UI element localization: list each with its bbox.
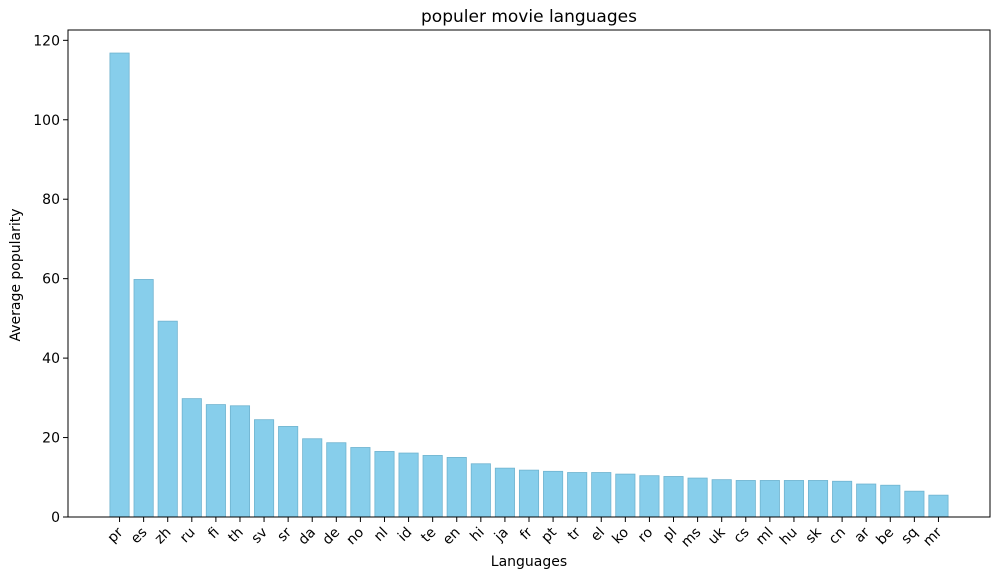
- x-tick-label: de: [319, 525, 343, 549]
- x-tick-label: tr: [565, 524, 584, 543]
- y-tick-label: 120: [33, 33, 60, 49]
- x-tick-label: th: [225, 525, 246, 546]
- x-tick-label: pt: [538, 524, 560, 546]
- bar: [398, 452, 419, 518]
- x-tick-label: es: [128, 525, 151, 548]
- x-tick-label: el: [588, 525, 608, 545]
- bar: [639, 475, 660, 518]
- x-tick-label: ml: [753, 525, 777, 549]
- x-tick-label: be: [873, 525, 897, 549]
- x-tick-label: en: [440, 525, 464, 549]
- x-tick-label: sr: [274, 524, 295, 545]
- x-tick-label: ro: [635, 525, 656, 546]
- bar: [422, 455, 443, 518]
- bar: [254, 419, 275, 518]
- bar: [157, 320, 178, 518]
- bar: [663, 476, 684, 518]
- bar: [470, 463, 491, 518]
- y-tick-label: 100: [33, 113, 60, 129]
- bar: [181, 398, 202, 518]
- chart-title: populer movie languages: [421, 7, 637, 27]
- bar: [109, 52, 130, 518]
- y-axis-label: Average popularity: [8, 208, 24, 341]
- x-tick-label: ko: [609, 525, 632, 548]
- bar: [229, 405, 251, 518]
- bar: [518, 469, 540, 518]
- bar: [807, 480, 829, 518]
- bar: [904, 490, 925, 518]
- x-tick-label: te: [418, 525, 439, 546]
- x-tick-label: da: [295, 525, 319, 549]
- bar: [374, 451, 395, 518]
- y-tick-label: 80: [42, 192, 60, 208]
- axes-frame: [67, 29, 991, 518]
- x-tick-label: pr: [105, 524, 127, 546]
- bar: [567, 472, 588, 518]
- x-tick-label: pl: [660, 525, 680, 545]
- bar: [928, 494, 949, 518]
- x-tick-label: uk: [705, 524, 729, 548]
- bar: [735, 480, 756, 518]
- y-tick-label: 20: [42, 431, 60, 447]
- x-tick-label: ar: [852, 524, 874, 546]
- x-tick-label: mr: [920, 524, 945, 549]
- bar: [494, 467, 515, 518]
- y-tick-label: 60: [42, 272, 60, 288]
- x-tick-label: hu: [777, 525, 801, 549]
- bar: [446, 457, 467, 518]
- bar: [687, 477, 708, 518]
- x-tick-label: sv: [249, 525, 271, 547]
- x-tick-label: ms: [678, 525, 704, 551]
- x-tick-label: nl: [371, 525, 391, 545]
- bar: [711, 479, 732, 518]
- bar: [543, 470, 564, 518]
- bar: [326, 442, 347, 518]
- bar: [615, 473, 636, 518]
- x-tick-label: cn: [826, 525, 849, 548]
- x-tick-label: fr: [517, 524, 536, 543]
- bar: [350, 447, 371, 518]
- x-tick-label: zh: [152, 525, 175, 548]
- x-tick-label: id: [395, 525, 415, 545]
- x-tick-label: no: [344, 525, 368, 549]
- bar: [856, 483, 877, 518]
- y-tick-label: 40: [42, 351, 60, 367]
- bar: [759, 480, 780, 518]
- bar: [783, 480, 804, 518]
- bar: [278, 426, 299, 518]
- x-tick-label: sk: [803, 524, 826, 547]
- bar: [591, 472, 612, 518]
- bar: [880, 484, 901, 518]
- x-tick-label: ja: [491, 525, 512, 546]
- bar: [832, 480, 853, 518]
- x-tick-label: hi: [467, 525, 487, 545]
- bar: [302, 438, 323, 518]
- x-axis-label: Languages: [491, 554, 567, 570]
- x-tick-label: cs: [731, 525, 753, 547]
- x-tick-label: fi: [205, 525, 223, 543]
- bar: [205, 404, 226, 518]
- y-tick-label: 0: [51, 510, 60, 526]
- x-tick-label: sq: [898, 525, 921, 548]
- x-tick-label: ru: [177, 525, 199, 547]
- bar: [133, 279, 154, 518]
